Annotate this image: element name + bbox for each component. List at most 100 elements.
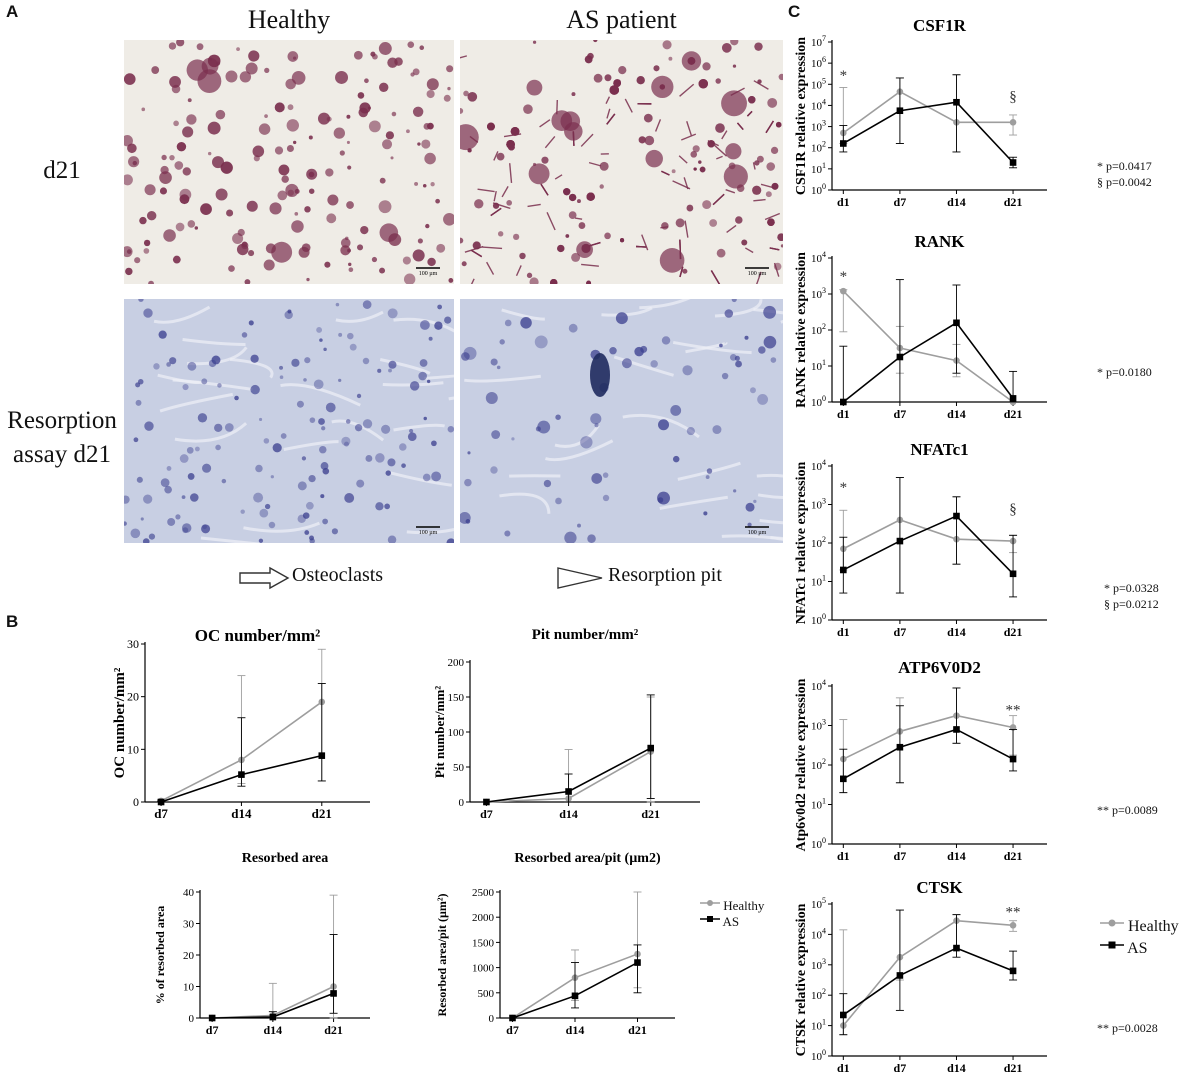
- data-point-as: [953, 98, 960, 106]
- y-tick-label: 101: [811, 797, 826, 812]
- bone-ridge: [335, 310, 384, 323]
- stained-cell: [335, 70, 349, 84]
- y-tick-label: 40: [183, 887, 195, 899]
- micrograph-resorption-healthy-d21: 100 µm: [124, 299, 454, 543]
- y-tick-label: 100: [811, 612, 826, 627]
- resorption-spot: [418, 371, 427, 381]
- stained-cell: [324, 261, 331, 268]
- bone-ridge: [406, 527, 454, 535]
- stained-cell: [306, 168, 318, 180]
- y-tick-label: 0: [459, 797, 465, 809]
- y-tick-label: 30: [127, 637, 139, 651]
- stained-cell: [247, 250, 255, 257]
- y-axis-label: Pit number/mm²: [432, 686, 447, 778]
- osteoclast-cell: [659, 248, 685, 273]
- bone-ridge: [714, 299, 763, 318]
- stained-cell: [269, 202, 282, 215]
- stained-cell: [304, 206, 311, 213]
- stained-cell: [421, 139, 431, 149]
- cell-process: [716, 155, 723, 160]
- x-tick-label: d14: [231, 806, 252, 821]
- bone-ridge: [759, 518, 783, 525]
- resorption-spot: [657, 497, 664, 503]
- cell-process: [680, 133, 697, 141]
- data-point-as: [953, 726, 960, 733]
- significance-atp6v0d2-1: ** p=0.0089: [1097, 803, 1158, 817]
- resorption-spot: [464, 478, 472, 487]
- column-header-healthy: Healthy: [247, 5, 331, 34]
- significance-ctsk: ** p=0.0028: [1097, 1020, 1158, 1036]
- chart-title: CTSK: [916, 878, 963, 897]
- resorption-spot: [250, 384, 260, 395]
- bone-ridge: [331, 419, 385, 442]
- stained-cell: [196, 43, 204, 51]
- resorption-spot: [419, 320, 430, 330]
- panel-label-a: A: [6, 2, 19, 21]
- chart-pit-number: Pit number/mm² Pit number/mm² 0 50 100 150 200…: [432, 627, 700, 821]
- stained-cell: [379, 267, 386, 274]
- y-tick-label: 1000: [472, 963, 495, 975]
- stained-cell: [692, 145, 700, 153]
- legend-b-as: AS: [700, 914, 764, 930]
- series-line-as: [842, 321, 1014, 403]
- data-point-as: [1009, 967, 1017, 975]
- data-point-as: [896, 353, 904, 361]
- resorption-spot: [253, 492, 264, 503]
- resorption-spot: [564, 531, 577, 543]
- stained-cell: [346, 114, 351, 119]
- stained-cell: [426, 78, 439, 91]
- cell-process: [546, 211, 556, 231]
- resorption-spot: [190, 493, 199, 502]
- stained-cell: [599, 184, 604, 189]
- stained-cell: [741, 239, 748, 246]
- y-tick-label: 105: [811, 896, 826, 911]
- stained-cell: [200, 203, 212, 215]
- significance-rank: * p=0.0180: [1097, 364, 1152, 380]
- stained-cell: [526, 272, 533, 279]
- row-header-resorption-line2: assay d21: [13, 441, 111, 468]
- resorption-spot: [712, 425, 722, 435]
- y-tick-label: 101: [811, 161, 826, 176]
- stained-cell: [427, 122, 434, 130]
- stained-cell: [186, 114, 197, 125]
- stained-cell: [584, 55, 593, 64]
- resorption-spot: [143, 308, 153, 318]
- resorption-spot: [615, 312, 628, 325]
- resorption-spot: [137, 378, 144, 385]
- y-tick-label: 500: [478, 988, 495, 1000]
- bone-ridge: [545, 439, 614, 462]
- stained-cell: [263, 259, 275, 271]
- resorption-spot: [259, 508, 269, 518]
- series-line-as: [842, 947, 1014, 1016]
- data-point-as: [208, 1014, 216, 1022]
- x-tick-label: d7: [894, 407, 907, 421]
- y-tick-label: 104: [811, 250, 826, 265]
- cell-process: [641, 234, 649, 251]
- resorption-spot: [335, 302, 340, 307]
- cell-process: [773, 262, 780, 277]
- stained-cell: [124, 135, 133, 147]
- resorption-spot: [287, 309, 292, 314]
- resorption-spot: [447, 425, 454, 433]
- data-point-healthy: [1009, 119, 1017, 126]
- significance-nfatc1: * p=0.0328 § p=0.0212: [1104, 580, 1159, 612]
- cell-process: [460, 55, 468, 59]
- cell-process: [753, 80, 769, 90]
- stained-cell: [367, 106, 371, 110]
- resorption-spot: [706, 468, 713, 474]
- panel-label-b: B: [6, 612, 19, 631]
- resorption-spot: [446, 538, 454, 543]
- stained-cell: [182, 167, 191, 176]
- stained-cell: [281, 175, 289, 183]
- stained-cell: [767, 218, 775, 226]
- stained-cell: [182, 126, 194, 138]
- stained-cell: [368, 120, 381, 133]
- stained-cell: [427, 257, 436, 267]
- resorption-spot: [296, 400, 304, 408]
- cell-process: [554, 174, 563, 180]
- stained-cell: [175, 222, 185, 232]
- bone-ridge: [753, 308, 783, 315]
- osteoclast-cell: [721, 90, 747, 117]
- stained-cell: [176, 141, 187, 152]
- legend-b-as-marker: [700, 911, 720, 927]
